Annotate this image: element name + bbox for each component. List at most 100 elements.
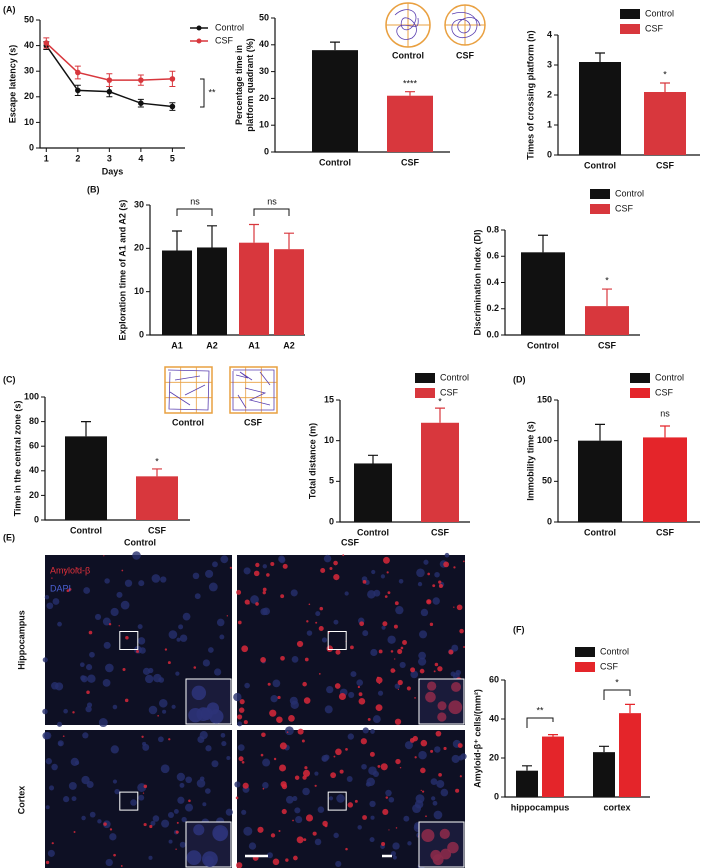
amyloid-signal (354, 799, 358, 803)
legend-label: Control (645, 8, 674, 18)
amyloid-signal (376, 676, 380, 679)
amyloid-signal (279, 742, 287, 750)
nucleus (388, 796, 395, 803)
x-tick-label: CSF (598, 340, 617, 350)
y-tick-label: 20 (24, 91, 34, 101)
amyloid-signal (333, 573, 340, 581)
bar (136, 476, 178, 520)
nucleus (392, 842, 400, 850)
nucleus (68, 781, 77, 790)
y-axis-label: Percentage time in (234, 45, 244, 125)
trajectory (167, 369, 210, 411)
nucleus (63, 796, 70, 803)
amyloid-signal (262, 787, 265, 790)
y-tick-label: 100 (537, 435, 552, 445)
amyloid-signal (312, 831, 317, 836)
amyloid-signal (103, 822, 107, 826)
amyloid-signal (306, 620, 309, 623)
nucleus (362, 630, 369, 637)
nucleus (45, 805, 50, 810)
amyloid-signal (45, 860, 50, 865)
amyloid-signal (276, 716, 283, 723)
amyloid-signal (358, 692, 363, 697)
amyloid-signal (118, 625, 120, 627)
y-tick-label: 0 (139, 329, 144, 339)
inset-cell (427, 681, 437, 691)
nucleus (392, 855, 397, 860)
annotation: * (438, 396, 442, 406)
inset-cell (448, 700, 463, 715)
x-tick-label: 1 (44, 153, 49, 163)
y-tick-label: 0.0 (486, 329, 499, 339)
amyloid-signal (136, 649, 139, 653)
nucleus (272, 679, 281, 688)
nucleus (423, 559, 429, 565)
nucleus (142, 743, 150, 751)
y-tick-label: 3 (547, 59, 552, 69)
open-field-trajectories (164, 366, 278, 414)
amyloid-signal (88, 630, 93, 635)
nucleus (177, 796, 185, 804)
nucleus (432, 597, 440, 605)
zoom-box (119, 631, 139, 650)
nucleus (197, 735, 205, 744)
nucleus (116, 591, 123, 598)
nucleus (138, 580, 145, 587)
nucleus (173, 808, 179, 814)
amyloid-signal (427, 572, 430, 576)
x-tick-label: CSF (656, 527, 675, 537)
y-tick-label: 0.6 (486, 251, 499, 261)
inset-cell (188, 708, 203, 723)
inset-cell (425, 691, 436, 703)
y-tick-label: 10 (24, 117, 34, 127)
nucleus (241, 809, 247, 815)
amyloid-signal (226, 615, 229, 617)
amyloid-signal (175, 830, 179, 834)
significance-bracket (176, 208, 290, 216)
amyloid-signal (410, 667, 416, 673)
amyloid-signal (143, 784, 148, 789)
amyloid-signal (294, 775, 300, 780)
y-tick-label: 0.4 (486, 277, 499, 287)
amyloid-signal (75, 567, 78, 570)
nucleus (202, 659, 210, 667)
x-tick-label: 2 (75, 153, 80, 163)
nucleus (350, 671, 357, 678)
nucleus (323, 754, 330, 761)
amyloid-signal (320, 568, 326, 574)
amyloid-signal (260, 656, 266, 663)
amyloid-signal (358, 697, 366, 705)
point (138, 77, 144, 83)
nucleus (451, 754, 460, 763)
legend-label: Control (600, 646, 629, 656)
nucleus (369, 837, 375, 843)
amyloid-signal (319, 606, 324, 611)
nucleus (373, 589, 381, 597)
y-axis-label: Times of crossing platform (n) (525, 30, 535, 159)
nucleus (404, 741, 413, 750)
amyloid-signal (124, 698, 129, 703)
amyloid-signal (438, 772, 442, 777)
nucleus (323, 554, 332, 563)
bar (643, 437, 687, 522)
amyloid-signal (149, 824, 153, 829)
amyloid-signal (383, 556, 390, 564)
amyloid-signal (62, 735, 65, 737)
nucleus (237, 721, 243, 727)
zoom-box (327, 791, 347, 811)
column-label: Control (124, 537, 156, 547)
amyloid-signal (318, 672, 321, 675)
error-bar (538, 234, 548, 253)
nucleus (110, 745, 119, 754)
nucleus (199, 776, 205, 782)
amyloid-signal (425, 815, 427, 818)
nucleus (112, 704, 118, 710)
arena-grid (230, 367, 277, 413)
bar (239, 242, 269, 335)
amyloid-signal (157, 714, 159, 717)
amyloid-signal (109, 828, 113, 831)
nucleus (385, 789, 392, 797)
amyloid-signal (326, 645, 333, 652)
nucleus (47, 849, 55, 857)
maze-quadrant (445, 5, 485, 45)
